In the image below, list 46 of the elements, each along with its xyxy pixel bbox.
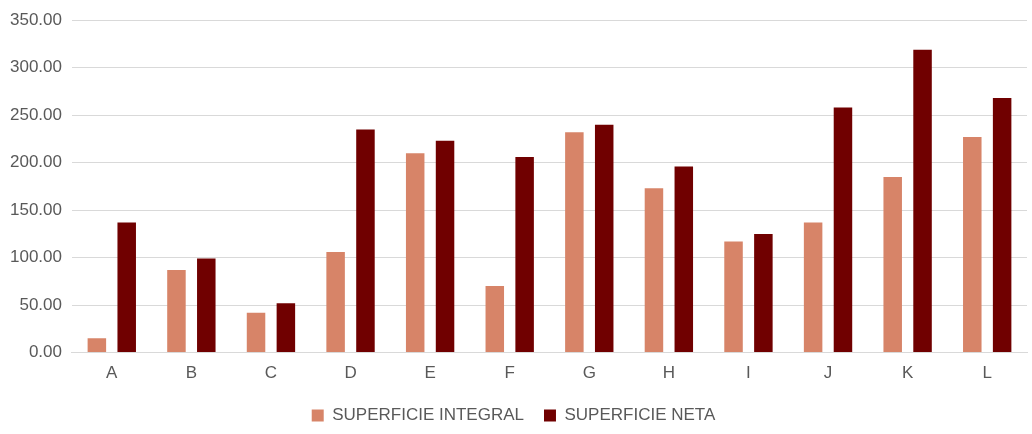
bar — [435, 140, 455, 353]
x-tick-label: A — [106, 363, 119, 383]
x-tick-label: I — [746, 363, 751, 383]
x-tick-label: B — [185, 363, 198, 383]
bar — [356, 129, 375, 353]
bar — [515, 156, 534, 353]
x-tick-label: G — [582, 363, 596, 383]
bar — [963, 137, 982, 353]
bar — [724, 241, 743, 353]
bar — [644, 188, 664, 353]
y-tick-label: 150.00 — [10, 199, 62, 219]
y-tick-label: 350.00 — [10, 9, 62, 29]
y-tick-label: 0.00 — [28, 342, 62, 362]
bar — [117, 222, 136, 353]
bar — [883, 176, 902, 353]
y-tick-label: 250.00 — [10, 104, 62, 124]
bar — [803, 222, 823, 353]
bar — [87, 338, 107, 353]
bar — [485, 286, 505, 353]
bar — [326, 251, 345, 353]
x-tick-label: J — [823, 363, 833, 383]
bar — [197, 258, 216, 353]
x-tick-label: K — [901, 363, 914, 383]
bar — [167, 269, 186, 353]
bar — [913, 49, 932, 353]
bar — [405, 153, 425, 353]
x-tick-label: C — [264, 363, 278, 383]
bar — [754, 233, 773, 353]
bar — [276, 303, 296, 353]
x-tick-label: E — [424, 363, 436, 383]
legend-label: SUPERFICIE INTEGRAL — [332, 405, 524, 425]
bar — [594, 124, 614, 353]
x-tick-label: L — [982, 363, 992, 383]
bar — [565, 132, 584, 353]
y-tick-label: 300.00 — [10, 57, 62, 77]
x-tick-label: F — [504, 363, 515, 383]
bar — [674, 166, 694, 353]
bar — [246, 312, 266, 353]
y-tick-label: 100.00 — [10, 247, 62, 267]
bar — [992, 98, 1012, 353]
y-tick-label: 50.00 — [19, 294, 62, 314]
x-tick-label: D — [344, 363, 357, 383]
legend-label: SUPERFICIE NETA — [564, 405, 716, 425]
x-tick-label: H — [662, 363, 676, 383]
bar — [833, 107, 853, 353]
y-tick-label: 200.00 — [10, 152, 62, 172]
